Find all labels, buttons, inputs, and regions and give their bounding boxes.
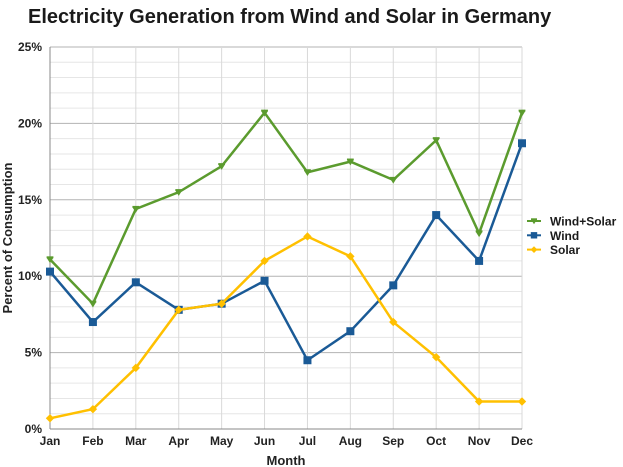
svg-text:Wind: Wind [550, 229, 579, 243]
svg-text:Dec: Dec [511, 434, 533, 448]
svg-text:15%: 15% [18, 193, 42, 207]
svg-text:Solar: Solar [550, 243, 580, 257]
svg-text:Jun: Jun [254, 434, 275, 448]
svg-text:Mar: Mar [125, 434, 147, 448]
svg-text:Jul: Jul [299, 434, 316, 448]
svg-text:25%: 25% [18, 40, 42, 54]
svg-text:Apr: Apr [168, 434, 189, 448]
svg-text:Feb: Feb [82, 434, 103, 448]
svg-text:5%: 5% [25, 346, 43, 360]
svg-text:Jan: Jan [40, 434, 61, 448]
svg-text:Sep: Sep [382, 434, 404, 448]
svg-text:Month: Month [267, 453, 306, 467]
svg-text:Aug: Aug [339, 434, 362, 448]
svg-text:Wind+Solar: Wind+Solar [550, 215, 617, 229]
svg-text:Percent of Consumption: Percent of Consumption [0, 162, 15, 313]
svg-text:10%: 10% [18, 269, 42, 283]
svg-text:Nov: Nov [468, 434, 491, 448]
svg-text:20%: 20% [18, 116, 42, 130]
svg-text:May: May [210, 434, 234, 448]
svg-text:Oct: Oct [426, 434, 446, 448]
